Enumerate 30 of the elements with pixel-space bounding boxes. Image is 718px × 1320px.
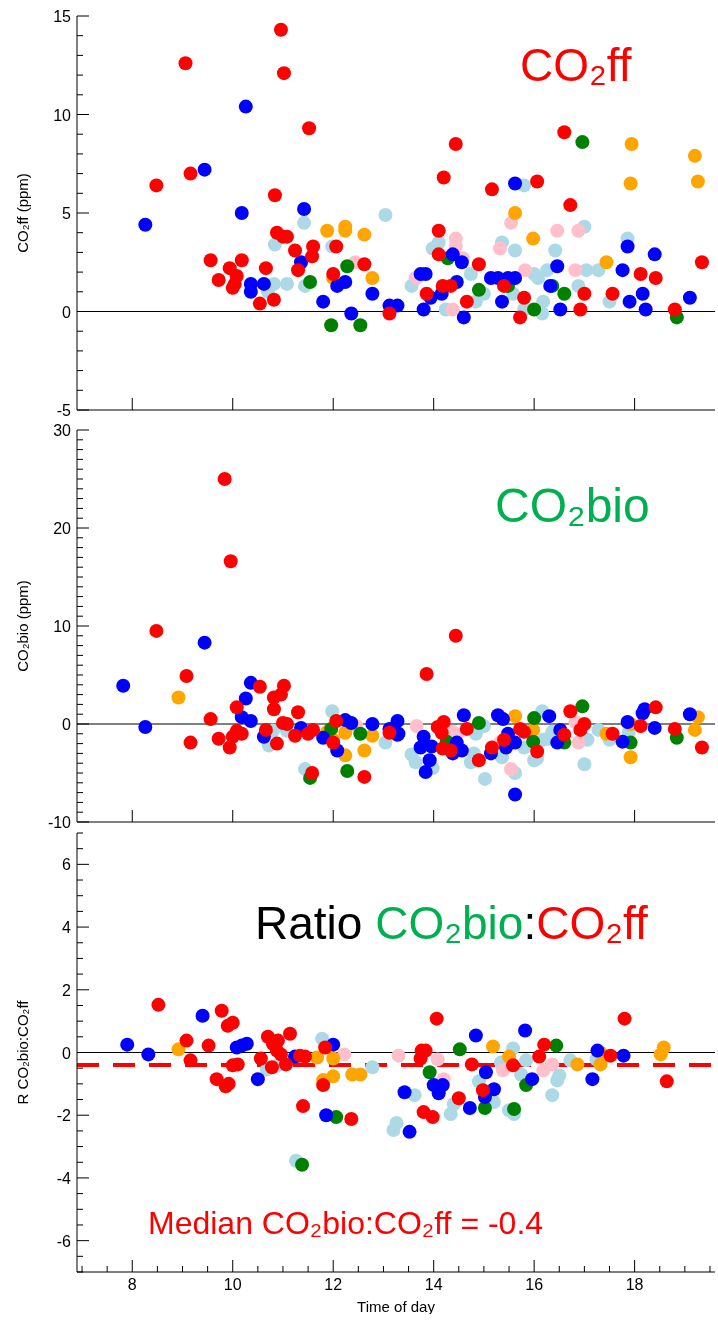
y-tick-label: -4 — [56, 1169, 72, 1187]
y-tick-label: -6 — [56, 1232, 72, 1250]
y-tick-label: 5 — [62, 205, 72, 222]
x-tick-label: 12 — [324, 1276, 343, 1293]
annotation: CO₂ff — [520, 39, 632, 91]
y-tick-label: 20 — [53, 520, 72, 537]
y-tick-label: -10 — [47, 814, 72, 831]
y-axis-title: CO₂bio (ppm) — [13, 580, 31, 672]
x-tick-label: 8 — [127, 1276, 137, 1293]
x-tick-label: 16 — [525, 1276, 544, 1293]
x-tick-label: 18 — [625, 1276, 644, 1293]
y-axis-title: CO₂ff (ppm) — [13, 173, 31, 253]
y-tick-label: 15 — [53, 8, 72, 25]
y-tick-label: 0 — [62, 303, 72, 321]
y-tick-label: 10 — [53, 106, 72, 124]
y-tick-label: 10 — [53, 618, 72, 635]
y-tick-label: 6 — [62, 856, 72, 874]
x-tick-label: 10 — [223, 1276, 242, 1293]
y-axis-title: R CO₂bio:CO₂ff — [13, 999, 31, 1105]
y-tick-label: 0 — [62, 716, 72, 733]
y-tick-label: -2 — [56, 1107, 72, 1125]
y-tick-label: 4 — [62, 919, 72, 937]
x-tick-label: 14 — [424, 1276, 443, 1293]
annotation: Ratio CO₂bio:CO₂ff — [255, 897, 648, 949]
annotation: Median CO₂bio:CO₂ff = -0.4 — [148, 1205, 544, 1241]
y-tick-label: 0 — [62, 1044, 72, 1062]
annotation: CO₂bio — [495, 479, 650, 532]
y-tick-label: 2 — [62, 981, 72, 999]
y-tick-label: 30 — [53, 422, 72, 439]
y-tick-label: -5 — [56, 402, 72, 419]
